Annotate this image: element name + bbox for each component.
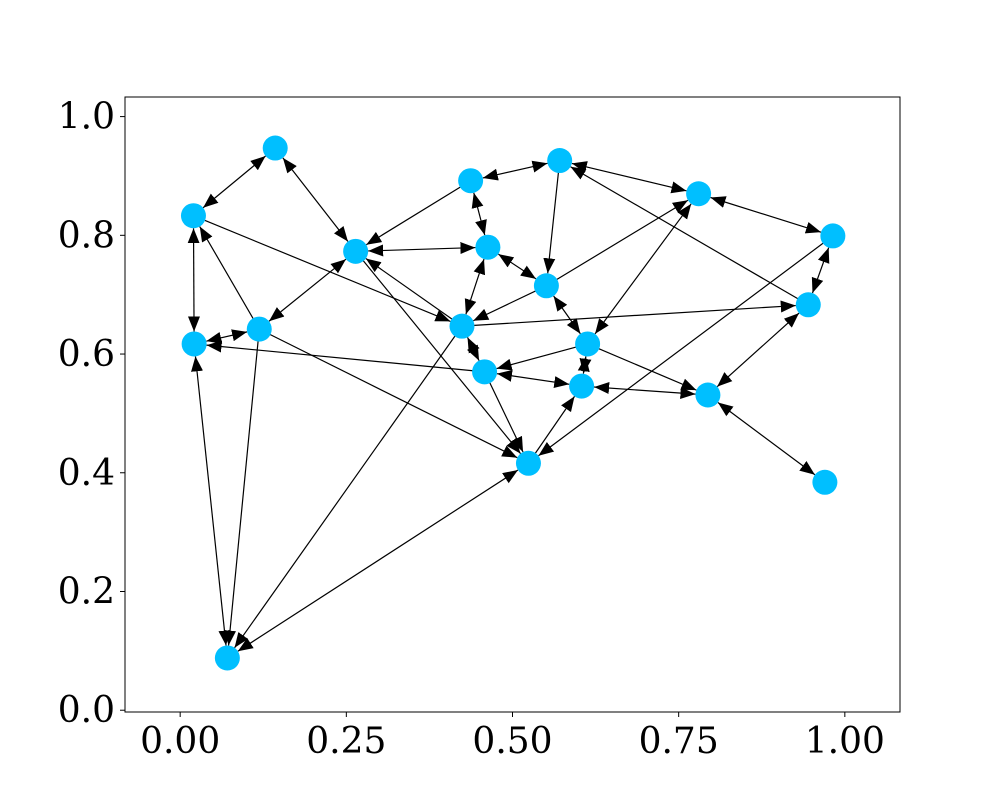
edge-M-J [461,300,796,327]
node-G [820,223,846,249]
y-tick-label: 0.8 [58,215,115,256]
edges-layer [187,155,834,652]
edge-L-B [199,226,260,330]
x-tick-label: 0.75 [639,721,719,762]
edge-H-M [464,258,486,315]
x-tick-label: 0.50 [472,721,552,762]
edge-F-G [710,196,822,234]
node-E [547,148,573,174]
edge-E-I [543,160,561,274]
edge-N-P [577,356,592,374]
node-P [569,373,595,399]
edge-M-C [365,258,463,327]
y-axis: 0.0 0.2 0.4 0.6 0.8 1.0 [58,97,125,731]
x-axis: 0.00 0.25 0.50 0.75 1.00 [140,712,885,762]
nodes-layer [180,135,846,671]
edge-B-M [193,215,451,322]
edge-N-Q [587,343,697,391]
y-tick-label: 1.0 [58,97,115,138]
edge-N-O [496,343,588,371]
edge-B-K [187,228,200,332]
edge-I-M [473,285,547,322]
edge-C-R [355,250,522,454]
node-J [795,292,821,318]
edge-J-Q [716,312,800,388]
edge-P-Q [594,382,696,400]
edge-I-N [553,295,581,335]
edge-G-R [538,235,834,457]
edge-O-P [496,369,570,389]
y-tick-label: 0.6 [58,334,115,375]
node-O [472,359,498,385]
edge-F-N [594,203,692,335]
edge-M-O [466,337,480,361]
y-tick-label: 0.2 [58,571,115,612]
edge-E-F [571,161,687,194]
x-tick-label: 0.00 [140,721,220,762]
node-F [686,181,712,207]
node-T [214,645,240,671]
edge-D-E [482,160,548,181]
edge-K-T [191,356,231,646]
node-D [458,168,484,194]
y-tick-label: 0.0 [58,690,115,731]
node-S [812,469,838,495]
edge-L-K [206,329,248,344]
node-K [181,331,207,357]
edge-O-R [484,371,524,453]
x-tick-label: 1.00 [805,721,885,762]
edge-R-P [527,396,576,464]
edge-R-T [237,469,519,652]
edge-G-J [811,247,830,294]
x-tick-label: 0.25 [306,721,386,762]
node-H [475,234,501,260]
edge-Q-S [717,401,816,476]
edge-I-F [546,199,689,287]
node-B [180,203,206,229]
edge-M-T [234,325,463,649]
node-N [575,331,601,357]
edge-O-K [206,340,485,373]
y-tick-label: 0.4 [58,453,115,494]
node-Q [695,382,721,408]
edge-L-C [268,258,347,322]
edge-A-B [202,155,266,209]
node-L [246,316,272,342]
edge-D-H [471,192,487,236]
edge-D-C [365,180,471,246]
axes-frame [124,96,901,713]
node-I [533,273,559,299]
edge-A-C [282,157,349,242]
node-A [262,135,288,161]
node-M [449,313,475,339]
node-R [515,450,541,476]
node-C [343,238,369,264]
edge-L-R [258,328,518,459]
edge-L-T [224,329,260,646]
edge-C-H [368,242,476,257]
edge-H-I [498,253,537,280]
